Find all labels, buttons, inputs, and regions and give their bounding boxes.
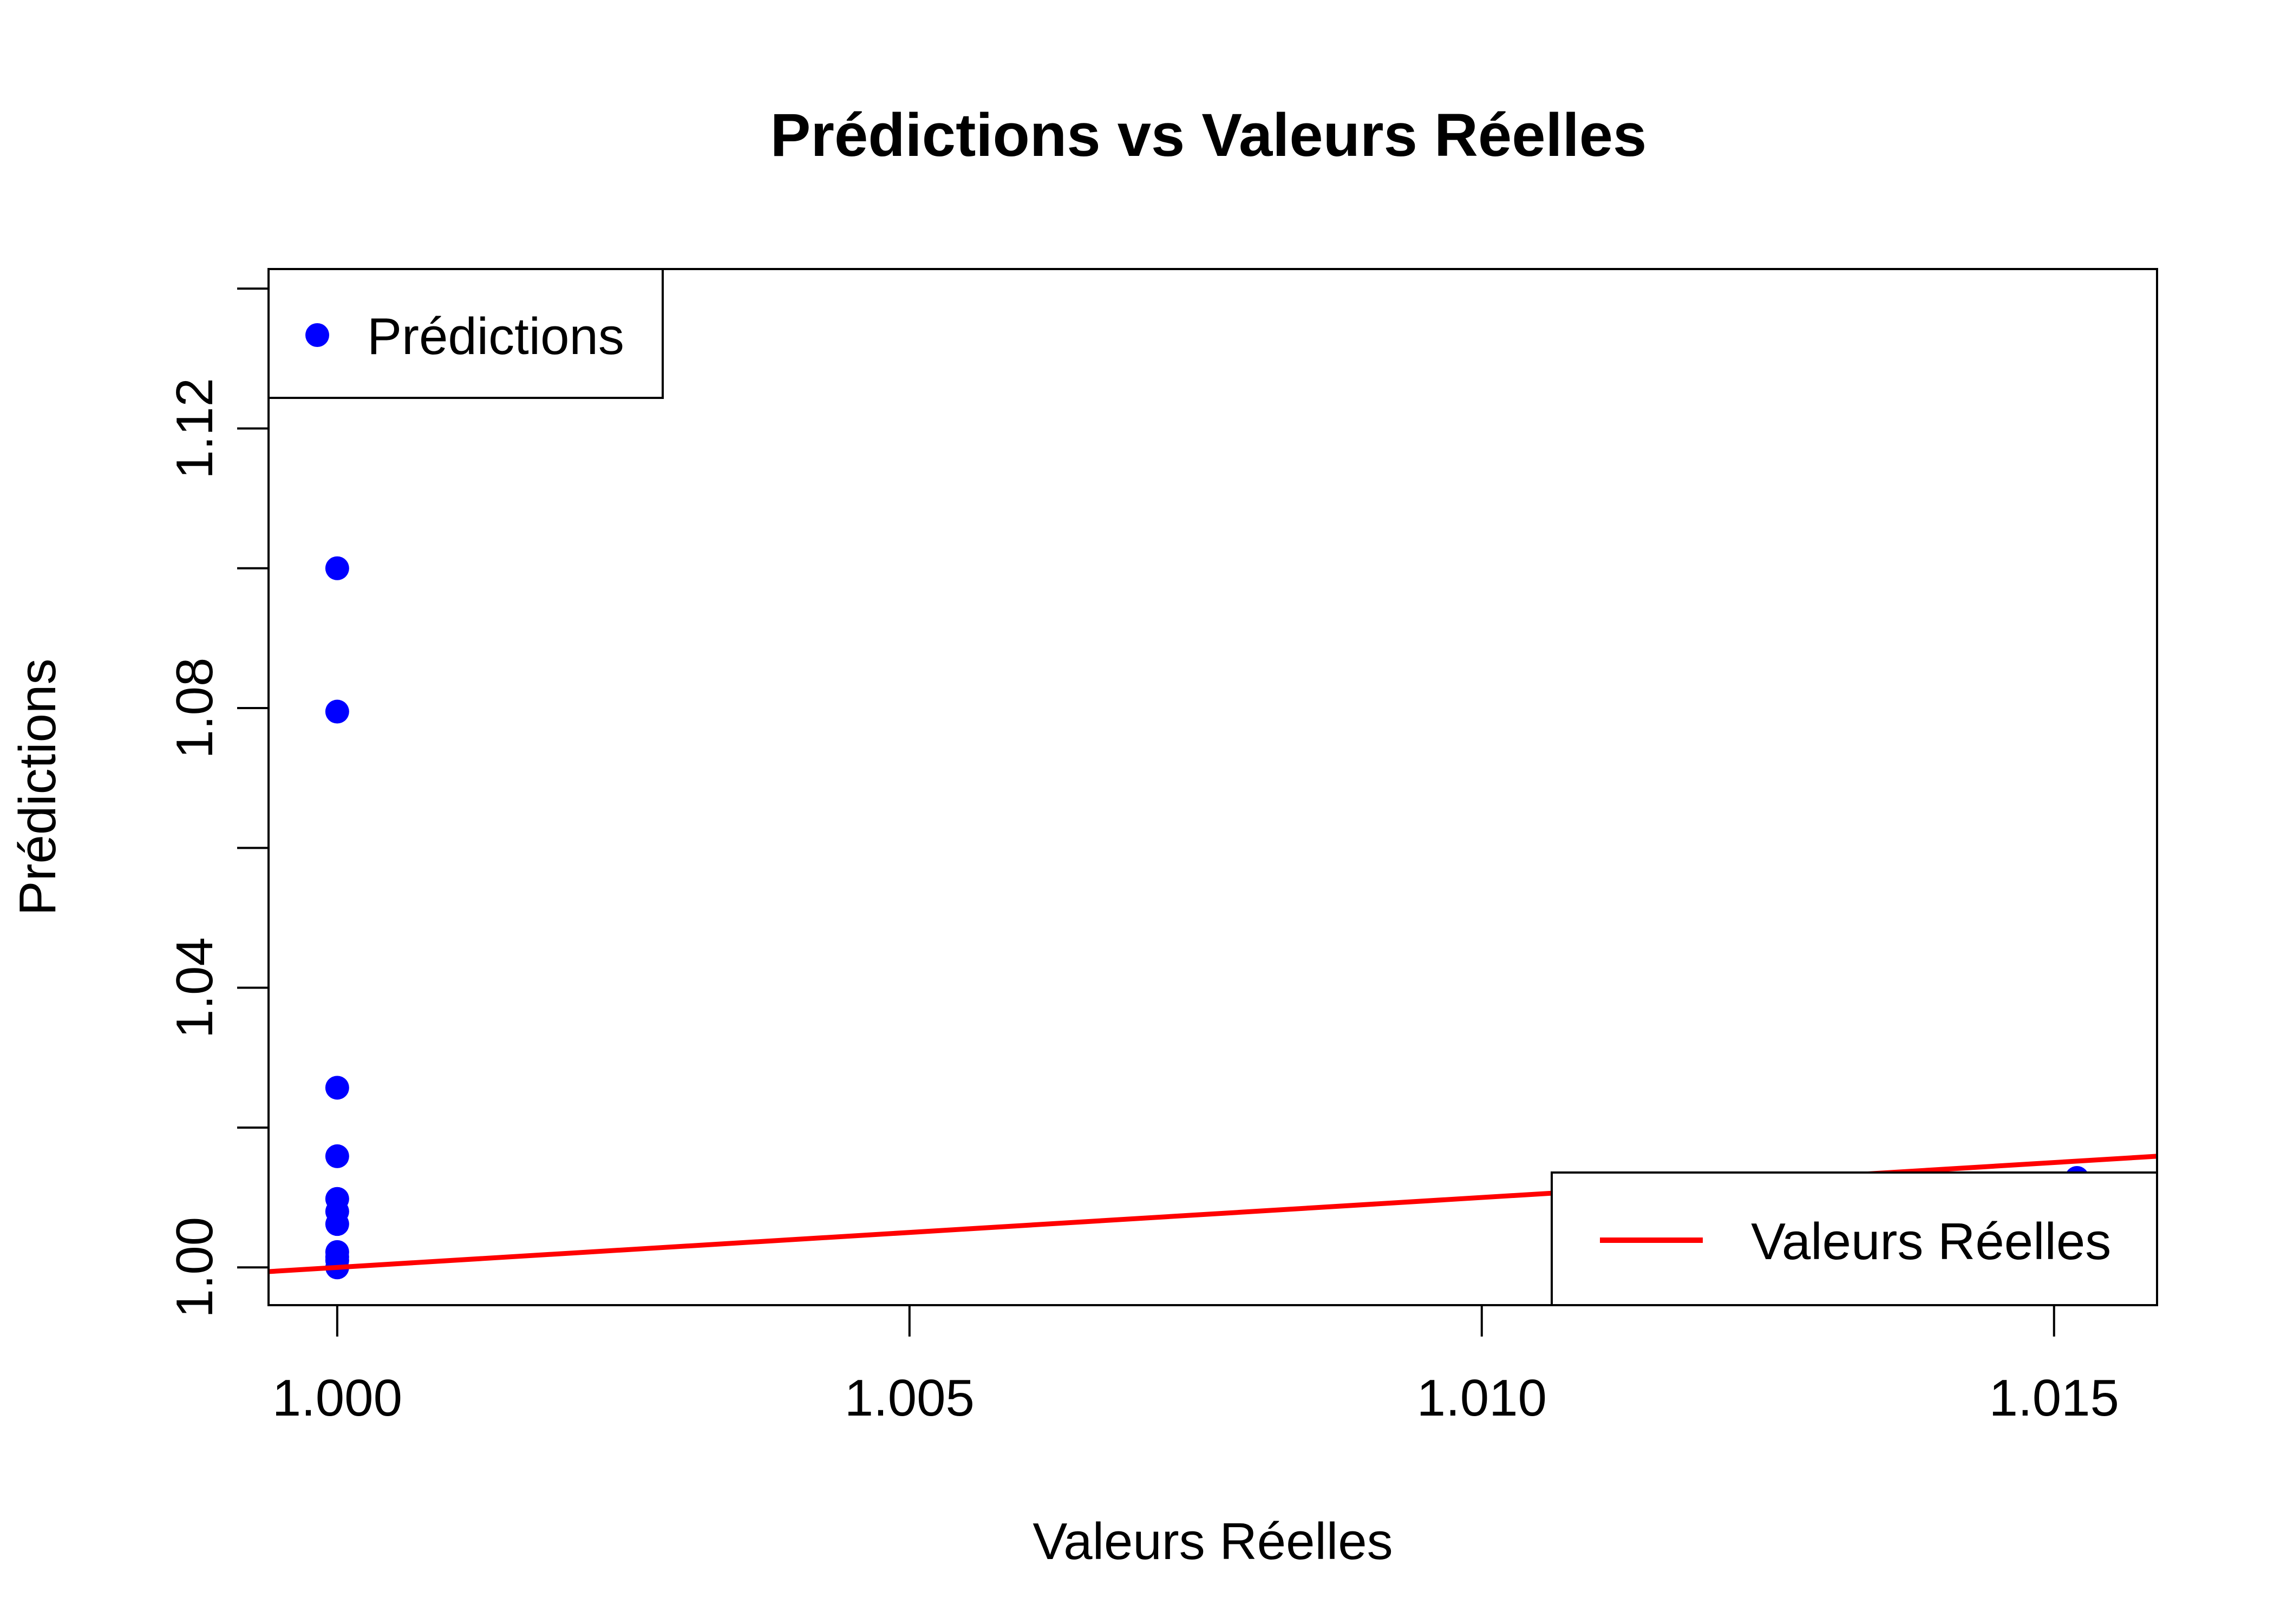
x-tick-label: 1.005	[845, 1369, 975, 1427]
prediction-point	[325, 699, 349, 724]
legend-predictions-box	[267, 268, 664, 399]
legend-predictions: Prédictions	[267, 268, 664, 399]
prediction-point	[325, 1076, 349, 1100]
y-tick-label: 1.04	[166, 937, 224, 1038]
y-axis-label: Prédictions	[9, 659, 67, 916]
legend-actual-values-label: Valeurs Réelles	[1751, 1213, 2111, 1271]
legend-predictions-marker	[305, 323, 329, 347]
chart-title: Prédictions vs Valeurs Réelles	[770, 101, 1647, 169]
prediction-point	[325, 1144, 349, 1168]
x-tick-label: 1.010	[1417, 1369, 1547, 1427]
x-tick-label: 1.015	[1989, 1369, 2119, 1427]
prediction-point	[325, 556, 349, 580]
y-tick-label: 1.12	[166, 378, 224, 479]
y-tick-label: 1.08	[166, 658, 224, 759]
prediction-point	[325, 1212, 349, 1236]
x-tick-label: 1.000	[272, 1369, 402, 1427]
legend-predictions-label: Prédictions	[367, 307, 624, 365]
y-tick-label: 1.00	[166, 1217, 224, 1318]
y-axis: 1.00 1.04 1.08 1.12	[166, 287, 270, 1318]
x-axis-label: Valeurs Réelles	[1033, 1512, 1393, 1570]
legend-actual-values: Valeurs Réelles	[1551, 1171, 2158, 1306]
